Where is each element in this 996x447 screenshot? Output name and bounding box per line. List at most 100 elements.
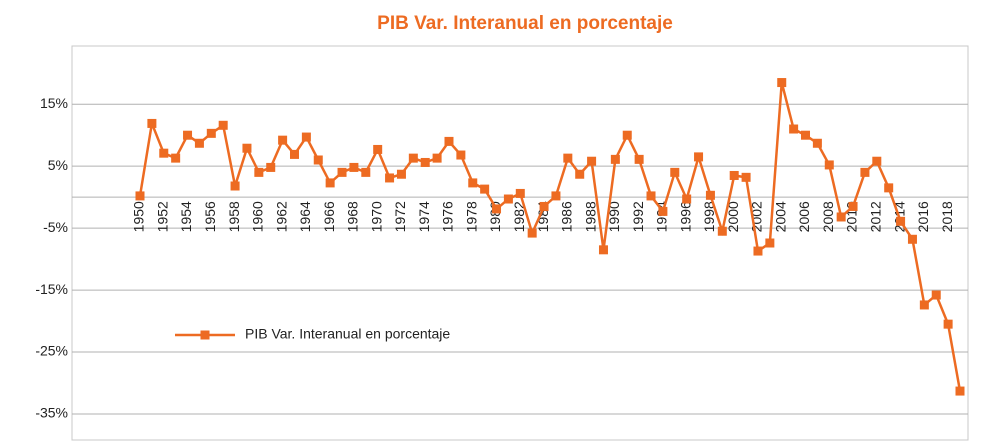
x-tick-label: 2018	[939, 201, 955, 232]
data-point	[480, 184, 490, 194]
x-tick-label: 1956	[202, 201, 218, 232]
x-tick-label: 2016	[915, 201, 931, 232]
data-point	[658, 206, 668, 216]
data-point	[919, 300, 929, 310]
data-point	[527, 228, 537, 238]
data-point	[218, 120, 228, 130]
x-tick-label: 1966	[321, 201, 337, 232]
x-tick-label: 1960	[250, 201, 266, 232]
data-point	[622, 130, 632, 140]
data-point	[884, 183, 894, 193]
data-point	[396, 169, 406, 179]
data-point	[278, 135, 288, 145]
x-tick-label: 1978	[463, 201, 479, 232]
data-point	[325, 178, 335, 188]
data-point	[801, 130, 811, 140]
data-point	[206, 128, 216, 138]
data-point	[717, 226, 727, 236]
x-tick-label: 2008	[820, 201, 836, 232]
data-point	[373, 144, 383, 154]
data-point	[420, 157, 430, 167]
plot-area	[71, 45, 969, 441]
data-point	[551, 191, 561, 201]
x-tick-label: 2006	[796, 201, 812, 232]
x-tick-label: 1952	[154, 201, 170, 232]
data-point	[135, 191, 145, 201]
data-point	[872, 156, 882, 166]
data-point	[515, 188, 525, 198]
x-tick-label: 1958	[226, 201, 242, 232]
y-tick-label: 15%	[40, 95, 68, 111]
data-point	[254, 167, 264, 177]
x-tick-label: 1970	[368, 201, 384, 232]
x-tick-label: 2004	[772, 201, 788, 232]
data-point	[408, 153, 418, 163]
data-point	[313, 155, 323, 165]
x-tick-label: 1954	[178, 201, 194, 232]
data-point	[539, 201, 549, 211]
x-tick-label: 1968	[345, 201, 361, 232]
data-point	[848, 201, 858, 211]
data-point	[824, 160, 834, 170]
y-tick-label: -5%	[43, 219, 68, 235]
data-point	[694, 152, 704, 162]
data-point	[812, 138, 822, 148]
data-point	[349, 162, 359, 172]
data-point	[646, 191, 656, 201]
data-point	[432, 153, 442, 163]
data-point	[634, 154, 644, 164]
data-point	[907, 234, 917, 244]
y-tick-label: -35%	[35, 405, 68, 421]
data-point	[741, 172, 751, 182]
data-point	[563, 153, 573, 163]
legend-marker	[200, 330, 210, 340]
x-tick-label: 1972	[392, 201, 408, 232]
series-line	[138, 82, 962, 392]
data-point	[610, 154, 620, 164]
x-tick-label: 1950	[131, 201, 147, 232]
data-point	[753, 246, 763, 256]
x-tick-label: 1974	[416, 201, 432, 232]
data-point	[289, 149, 299, 159]
x-tick-label: 1996	[677, 201, 693, 232]
data-point	[682, 194, 692, 204]
data-point	[266, 162, 276, 172]
data-point	[955, 386, 965, 396]
data-point	[670, 167, 680, 177]
data-point	[598, 245, 608, 255]
data-point	[385, 173, 395, 183]
x-tick-label: 1964	[297, 201, 313, 232]
x-tick-label: 1998	[701, 201, 717, 232]
legend-label: PIB Var. Interanual en porcentaje	[245, 326, 450, 342]
data-point	[705, 190, 715, 200]
data-point	[242, 143, 252, 153]
x-tick-label: 1976	[440, 201, 456, 232]
data-point	[159, 148, 169, 158]
data-point	[931, 290, 941, 300]
data-point	[729, 170, 739, 180]
data-point	[468, 178, 478, 188]
data-point	[301, 132, 311, 142]
data-point	[575, 169, 585, 179]
x-tick-label: 1982	[511, 201, 527, 232]
y-tick-label: 5%	[48, 157, 68, 173]
x-tick-label: 1992	[630, 201, 646, 232]
x-tick-label: 2000	[725, 201, 741, 232]
data-point	[194, 138, 204, 148]
data-point	[337, 167, 347, 177]
data-point	[230, 181, 240, 191]
chart-title: PIB Var. Interanual en porcentaje	[377, 13, 673, 34]
data-point	[789, 124, 799, 134]
y-tick-label: -25%	[35, 343, 68, 359]
data-point	[503, 194, 513, 204]
x-tick-label: 1994	[654, 201, 670, 232]
data-point	[587, 156, 597, 166]
data-point	[777, 78, 787, 88]
x-tick-label: 1988	[582, 201, 598, 232]
y-tick-label: -15%	[35, 281, 68, 297]
x-tick-label: 2012	[868, 201, 884, 232]
data-point	[361, 167, 371, 177]
data-point	[943, 319, 953, 329]
data-point	[171, 153, 181, 163]
